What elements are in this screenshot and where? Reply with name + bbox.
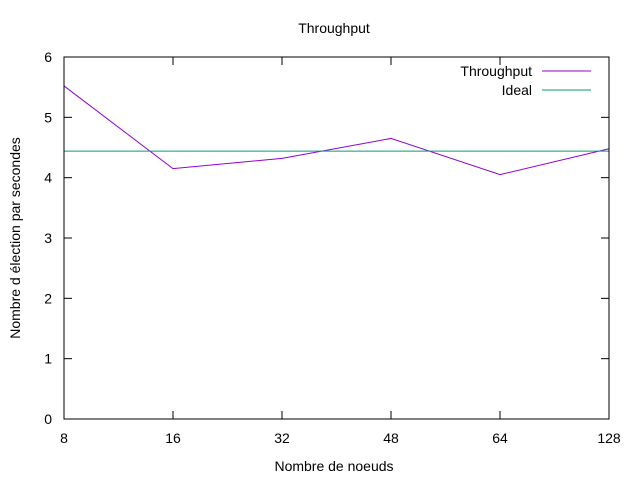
y-tick-label: 2 bbox=[44, 290, 52, 306]
plot-frame bbox=[63, 56, 610, 420]
x-tick-label: 16 bbox=[165, 430, 181, 446]
x-axis-label: Nombre de noeuds bbox=[274, 458, 393, 474]
y-tick-label: 6 bbox=[44, 49, 52, 65]
x-tick-label: 64 bbox=[492, 430, 508, 446]
legend-label: Ideal bbox=[502, 82, 532, 98]
legend: Throughput Ideal bbox=[460, 63, 591, 98]
y-tick-label: 0 bbox=[44, 411, 52, 427]
x-axis: 8 16 32 48 64 128 bbox=[60, 57, 621, 446]
y-tick-label: 4 bbox=[44, 170, 52, 186]
series-layer bbox=[63, 85, 610, 176]
x-tick-label: 32 bbox=[274, 430, 290, 446]
y-tick-label: 1 bbox=[44, 351, 52, 367]
y-axis-label: Nombre d élection par secondes bbox=[7, 137, 23, 339]
y-tick-label: 3 bbox=[44, 230, 52, 246]
x-tick-label: 8 bbox=[60, 430, 68, 446]
x-tick-label: 128 bbox=[597, 430, 621, 446]
y-axis: 0 1 2 3 4 5 6 bbox=[44, 49, 609, 427]
x-tick-label: 48 bbox=[383, 430, 399, 446]
series-line-throughput bbox=[63, 85, 610, 176]
chart-title: Throughput bbox=[298, 20, 370, 36]
legend-label: Throughput bbox=[460, 63, 532, 79]
y-tick-label: 5 bbox=[44, 109, 52, 125]
